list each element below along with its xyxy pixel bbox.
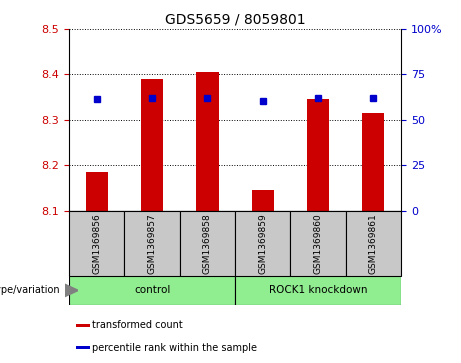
Bar bbox=[69, 276, 235, 305]
Bar bbox=[76, 346, 90, 349]
Bar bbox=[196, 72, 219, 211]
Text: transformed count: transformed count bbox=[92, 321, 183, 330]
Text: GSM1369859: GSM1369859 bbox=[258, 213, 267, 274]
Bar bbox=[235, 276, 401, 305]
Bar bbox=[76, 324, 90, 327]
Bar bbox=[124, 211, 180, 276]
Bar bbox=[69, 211, 124, 276]
Bar bbox=[141, 79, 163, 211]
Bar bbox=[235, 211, 290, 276]
Polygon shape bbox=[65, 284, 78, 297]
Text: GSM1369857: GSM1369857 bbox=[148, 213, 157, 274]
Title: GDS5659 / 8059801: GDS5659 / 8059801 bbox=[165, 12, 306, 26]
Bar bbox=[180, 211, 235, 276]
Bar bbox=[252, 190, 274, 211]
Bar bbox=[346, 211, 401, 276]
Text: GSM1369858: GSM1369858 bbox=[203, 213, 212, 274]
Text: control: control bbox=[134, 285, 170, 295]
Text: genotype/variation: genotype/variation bbox=[0, 285, 60, 295]
Text: ROCK1 knockdown: ROCK1 knockdown bbox=[269, 285, 367, 295]
Bar bbox=[86, 172, 108, 211]
Bar bbox=[307, 99, 329, 211]
Text: GSM1369861: GSM1369861 bbox=[369, 213, 378, 274]
Bar bbox=[362, 113, 384, 211]
Text: GSM1369856: GSM1369856 bbox=[92, 213, 101, 274]
Text: percentile rank within the sample: percentile rank within the sample bbox=[92, 343, 257, 352]
Bar bbox=[290, 211, 346, 276]
Text: GSM1369860: GSM1369860 bbox=[313, 213, 323, 274]
